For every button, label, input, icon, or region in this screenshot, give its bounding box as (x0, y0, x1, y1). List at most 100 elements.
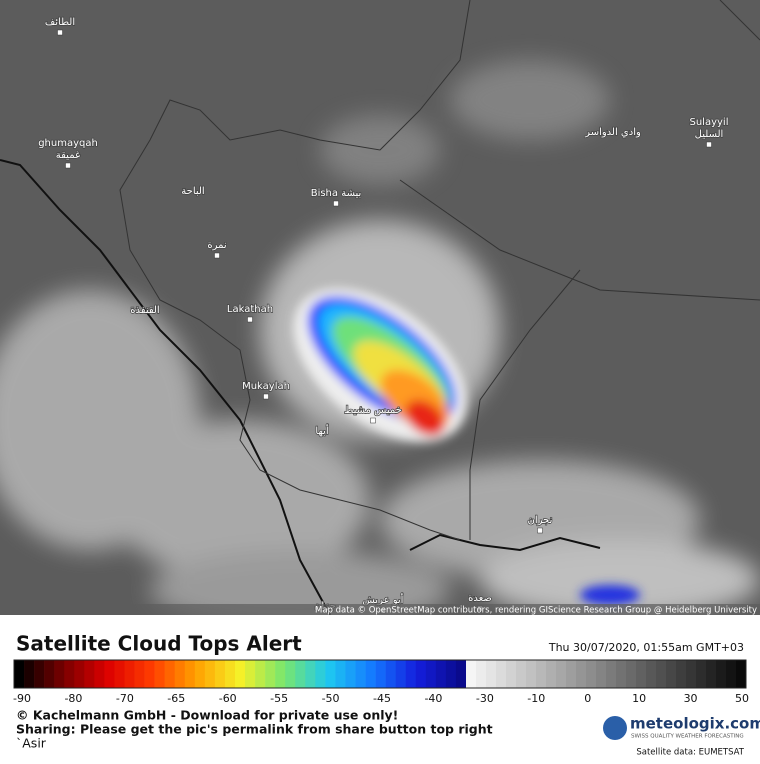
colorbar-cell (516, 660, 527, 688)
colorbar-cell (686, 660, 697, 688)
place-marker (247, 316, 253, 323)
colorbar-cell (716, 660, 727, 688)
colorbar-cell (365, 660, 376, 688)
colorbar-cell (656, 660, 667, 688)
colorbar-cell (285, 660, 296, 688)
colorbar-cell (335, 660, 346, 688)
colorbar-tick-label: -90 (13, 692, 31, 705)
place-label: القنفذة (130, 305, 159, 316)
colorbar-cell (94, 660, 105, 688)
place-label: Mukaylah (242, 381, 290, 392)
colorbar-cell (305, 660, 316, 688)
place-marker (263, 393, 269, 400)
colorbar-cell (24, 660, 35, 688)
colorbar-cell (194, 660, 206, 688)
colorbar-cell (496, 660, 507, 688)
colorbar-cell (425, 660, 437, 688)
colorbar-cell (626, 660, 637, 688)
place-label: غميقة (56, 150, 80, 161)
colorbar-cell (134, 660, 145, 688)
colorbar-tick-label: -50 (322, 692, 340, 705)
timestamp: Thu 30/07/2020, 01:55am GMT+03 (548, 641, 744, 654)
colorbar-cell (556, 660, 567, 688)
place-label: Sulayyil (690, 117, 729, 128)
place-label: نجران (528, 515, 553, 526)
colorbar-cell (395, 660, 407, 688)
place-label: خميس مشيط (344, 405, 402, 416)
colorbar-cell (506, 660, 517, 688)
satellite-map (0, 0, 760, 615)
colorbar-cell (214, 660, 226, 688)
colorbar-cell (325, 660, 336, 688)
colorbar-cell (124, 660, 135, 688)
colorbar-cell (265, 660, 276, 688)
colorbar-cell (666, 660, 677, 688)
place-marker (706, 141, 712, 148)
place-label: السليل (695, 129, 724, 140)
colorbar-tick-label: -65 (167, 692, 185, 705)
sharing-note: Sharing: Please get the pic's permalink … (16, 722, 493, 737)
colorbar-cell (405, 660, 417, 688)
place-label: ghumayqah (38, 138, 98, 149)
colorbar-cell (74, 660, 85, 688)
colorbar-cell (315, 660, 326, 688)
place-label: صعدة (468, 593, 492, 604)
title: Satellite Cloud Tops Alert (16, 632, 302, 656)
colorbar-cell (345, 660, 356, 688)
colorbar-cell (295, 660, 306, 688)
colorbar-tick-label: -45 (373, 692, 391, 705)
region: `Asir (16, 736, 47, 751)
colorbar-cell (54, 660, 65, 688)
colorbar-cell (486, 660, 497, 688)
colorbar-cell (536, 660, 547, 688)
colorbar-tick-label: -40 (424, 692, 442, 705)
data-source: Satellite data: EUMETSAT (636, 748, 744, 758)
colorbar-tick-label: -70 (116, 692, 134, 705)
colorbar-cell (385, 660, 396, 688)
copyright: © Kachelmann GmbH - Download for private… (16, 708, 398, 723)
place-marker (537, 527, 543, 534)
colorbar-tick-label: -80 (64, 692, 82, 705)
place-label: وادي الدواسر (584, 127, 641, 138)
colorbar-tick-label: 10 (632, 692, 646, 705)
colorbar-cell (375, 660, 386, 688)
colorbar-cell (476, 660, 487, 688)
place-marker (333, 200, 339, 207)
colorbar-cell (34, 660, 45, 688)
colorbar-cell (435, 660, 447, 688)
colorbar-cell (255, 660, 266, 688)
place-marker (214, 252, 220, 259)
colorbar-cell (736, 660, 747, 688)
colorbar-cell (114, 660, 125, 688)
place-label: Lakathah (227, 304, 273, 315)
colorbar: -90 -80 -70 -65 -60 -55 -50 -45 -40 -30 -10 0 10 30 50 (13, 659, 749, 705)
colorbar-cell (466, 660, 477, 688)
place-label: الطائف (45, 17, 75, 28)
colorbar-cell (415, 660, 427, 688)
colorbar-cell (104, 660, 115, 688)
colorbar-cell (596, 660, 607, 688)
colorbar-cell (64, 660, 75, 688)
colorbar-tick-label: 30 (684, 692, 698, 705)
colorbar-cell (174, 660, 186, 688)
colorbar-cell (586, 660, 597, 688)
colorbar-cell (606, 660, 617, 688)
colorbar-cell (355, 660, 366, 688)
colorbar-tick-label: -55 (270, 692, 288, 705)
place-label: Bisha بيشة (311, 188, 362, 199)
colorbar-tick-label: 50 (735, 692, 749, 705)
colorbar-cell (184, 660, 196, 688)
colorbar-tick-label: 0 (584, 692, 591, 705)
colorbar-cell (164, 660, 176, 688)
colorbar-cell (576, 660, 587, 688)
place-marker (65, 162, 71, 169)
colorbar-cell (204, 660, 216, 688)
colorbar-cell (616, 660, 627, 688)
colorbar-cell (646, 660, 657, 688)
colorbar-cell (84, 660, 95, 688)
colorbar-cell (245, 660, 256, 688)
place-label: أبها (315, 424, 328, 437)
brand-name: meteologix.com (630, 715, 760, 733)
